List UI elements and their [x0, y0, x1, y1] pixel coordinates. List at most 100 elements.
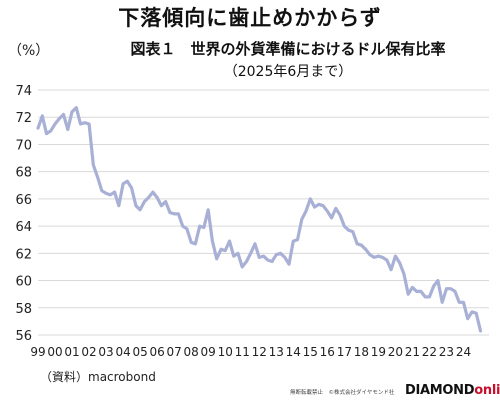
- x-tick-label: 02: [81, 345, 96, 359]
- data-point: [224, 250, 226, 252]
- x-tick-label: 01: [64, 345, 79, 359]
- data-point: [462, 301, 465, 303]
- data-point: [54, 123, 56, 125]
- data-point: [390, 269, 392, 271]
- x-tick-label: 14: [286, 345, 301, 359]
- data-point: [279, 252, 282, 254]
- x-tick-label: 24: [456, 345, 471, 359]
- data-point: [467, 318, 469, 320]
- x-tick-label: 16: [320, 345, 335, 359]
- data-point: [250, 252, 252, 254]
- data-point: [190, 241, 192, 243]
- data-point: [165, 201, 167, 203]
- data-point: [245, 260, 248, 263]
- data-point: [271, 260, 273, 263]
- data-point: [288, 263, 290, 265]
- series-layer: [36, 106, 483, 333]
- data-point: [343, 225, 345, 227]
- data-point: [88, 123, 90, 125]
- data-point: [173, 213, 175, 215]
- data-point: [45, 133, 48, 135]
- y-tick-label: 60: [15, 275, 32, 290]
- data-point: [433, 285, 435, 287]
- data-point: [373, 256, 375, 258]
- data-point: [160, 205, 162, 207]
- data-point: [122, 183, 124, 185]
- gridlines: [38, 89, 489, 336]
- data-point: [411, 286, 413, 288]
- data-point: [169, 211, 171, 214]
- data-point: [262, 255, 265, 257]
- data-point: [369, 254, 371, 256]
- data-point: [203, 226, 205, 229]
- headline: 下落傾向に歯止めかからず: [118, 6, 382, 30]
- data-point: [194, 243, 196, 245]
- x-tick-label: 15: [303, 345, 318, 359]
- data-point: [177, 213, 179, 215]
- x-tick-label: 21: [405, 345, 420, 359]
- data-point: [322, 205, 324, 207]
- data-point: [84, 122, 86, 124]
- data-point: [296, 239, 299, 241]
- data-point: [58, 118, 60, 120]
- data-point: [199, 225, 201, 227]
- x-tick-label: 19: [371, 345, 386, 359]
- data-point: [233, 255, 235, 257]
- data-point: [441, 301, 443, 303]
- data-point: [275, 254, 277, 256]
- copyright-notice: 無断転載禁止 ©株式会社ダイヤモンド社: [290, 390, 395, 396]
- x-tick-label: 06: [149, 345, 164, 359]
- data-point: [318, 203, 320, 205]
- y-tick-label: 64: [15, 220, 32, 235]
- data-point: [258, 256, 260, 258]
- x-tick-label: 18: [354, 345, 369, 359]
- x-tick-label: 13: [269, 345, 284, 359]
- x-tick-label: 05: [132, 345, 147, 359]
- data-point: [254, 243, 256, 245]
- data-point: [186, 228, 188, 230]
- data-point: [475, 312, 477, 314]
- data-point: [216, 258, 218, 260]
- brand-logo-part2: online: [474, 383, 500, 398]
- y-axis-unit-label: （%）: [8, 43, 50, 59]
- data-point: [394, 255, 396, 257]
- data-point: [211, 240, 213, 242]
- data-point: [237, 252, 239, 254]
- data-point: [220, 248, 222, 250]
- y-tick-label: 70: [15, 138, 32, 153]
- chart-subtitle: （2025年6月まで）: [223, 64, 353, 80]
- x-tick-label: 22: [422, 345, 437, 359]
- series-line: [36, 106, 483, 333]
- y-tick-label: 66: [15, 193, 32, 208]
- data-point: [416, 290, 418, 292]
- data-point: [109, 194, 111, 196]
- data-point: [228, 240, 231, 242]
- data-point: [50, 130, 52, 132]
- y-axis-ticks: 56 58 60 62 64 66 68 70 72 74: [15, 84, 32, 344]
- data-point: [135, 205, 137, 207]
- data-point: [67, 128, 69, 131]
- data-point: [365, 248, 367, 250]
- data-point: [156, 196, 158, 199]
- brand-logo-part1: DIAMOND: [405, 383, 475, 398]
- data-point: [403, 273, 405, 275]
- data-point: [41, 115, 43, 117]
- data-point: [314, 206, 316, 208]
- x-tick-label: 07: [167, 345, 182, 359]
- x-tick-label: 00: [47, 345, 62, 359]
- data-point: [339, 214, 341, 216]
- data-point: [118, 205, 120, 207]
- data-point: [424, 296, 426, 298]
- x-tick-label: 23: [439, 345, 454, 359]
- data-point: [458, 301, 460, 303]
- data-point: [105, 192, 107, 194]
- y-tick-label: 58: [15, 302, 32, 317]
- data-point: [131, 187, 133, 189]
- data-point: [152, 191, 154, 193]
- x-tick-label: 10: [218, 345, 233, 359]
- data-point: [241, 266, 243, 268]
- brand-logo: DIAMONDonline: [405, 383, 500, 398]
- chart-title: 図表１ 世界の外貨準備におけるドル保有比率: [130, 40, 446, 58]
- data-point: [428, 296, 430, 298]
